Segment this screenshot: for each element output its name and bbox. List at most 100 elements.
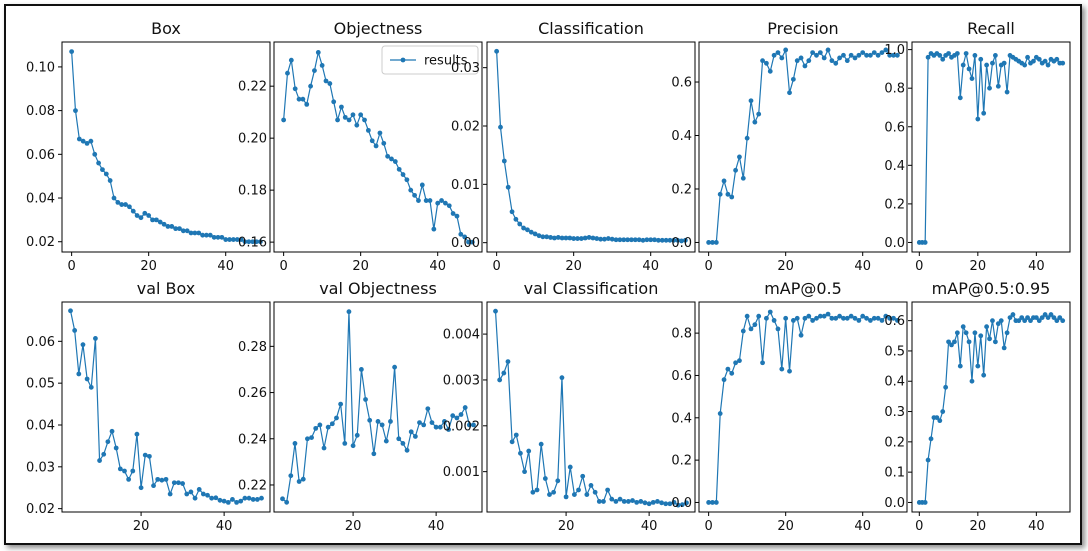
data-point	[313, 425, 319, 431]
x-tick-label: 20	[565, 259, 582, 274]
chart-title: val Objectness	[319, 279, 437, 298]
data-point	[134, 431, 140, 437]
data-point	[652, 237, 657, 243]
x-tick-label: 20	[352, 259, 369, 274]
data-point	[530, 489, 536, 495]
data-point	[779, 366, 785, 372]
chart-val-objectness: val Objectness 20 40 0.22 0.24 0.26 0.28	[238, 279, 483, 534]
data-point	[605, 236, 611, 241]
chart-title: Box	[151, 19, 181, 38]
data-point	[392, 159, 398, 164]
data-point	[609, 236, 615, 242]
data-point	[296, 96, 302, 102]
data-point	[250, 239, 256, 245]
data-point	[323, 78, 329, 84]
y-tick-label: 0.24	[238, 432, 267, 447]
data-point	[346, 117, 352, 123]
data-point	[957, 363, 963, 369]
data-point	[146, 213, 152, 218]
data-point	[127, 204, 132, 210]
data-point	[209, 495, 215, 501]
data-point	[188, 489, 194, 495]
data-point	[775, 326, 781, 332]
data-point	[103, 171, 109, 177]
legend-marker	[400, 57, 406, 63]
chart-title: val Classification	[524, 279, 659, 298]
data-point	[634, 499, 640, 505]
x-tick-label: 20	[777, 259, 794, 274]
data-point	[308, 83, 313, 89]
y-tick-label: 0.08	[26, 104, 55, 119]
data-point	[119, 202, 125, 207]
data-point	[513, 216, 519, 222]
data-point	[887, 52, 893, 58]
data-point	[725, 191, 731, 197]
data-point	[632, 237, 638, 243]
data-point	[684, 500, 689, 506]
data-point	[1007, 315, 1013, 321]
y-tick-label: 1.0	[884, 43, 905, 58]
data-point	[315, 50, 321, 55]
y-tick-label: 0.4	[884, 375, 905, 390]
data-point	[88, 138, 94, 144]
x-tick-label: 20	[133, 519, 150, 534]
data-point	[814, 315, 819, 321]
data-point	[995, 83, 1001, 89]
data-point	[163, 476, 169, 482]
data-point	[532, 231, 538, 237]
data-point	[151, 483, 156, 489]
data-point	[217, 497, 223, 503]
data-point	[576, 487, 581, 493]
data-point	[280, 496, 285, 502]
data-point	[227, 237, 232, 242]
data-point	[396, 436, 402, 442]
data-point	[469, 239, 475, 245]
data-point	[887, 315, 893, 321]
data-point	[84, 376, 90, 382]
data-point	[111, 195, 117, 201]
data-point	[960, 324, 966, 330]
series-line	[71, 51, 261, 243]
y-tick-label: 0.8	[671, 327, 692, 342]
data-point	[458, 231, 464, 237]
data-point	[802, 63, 808, 69]
data-point	[334, 415, 339, 421]
data-point	[1042, 312, 1048, 317]
data-point	[192, 495, 198, 501]
data-point	[254, 497, 260, 502]
data-point	[76, 136, 82, 142]
data-point	[671, 499, 677, 505]
data-point	[717, 191, 723, 197]
data-point	[454, 213, 460, 219]
data-point	[234, 237, 240, 242]
data-point	[963, 330, 969, 336]
series-line	[708, 47, 898, 244]
legend-label: results	[424, 54, 468, 69]
data-point	[161, 221, 167, 227]
data-point	[655, 499, 660, 504]
y-tick-label: 0.16	[238, 236, 267, 251]
data-point	[625, 237, 630, 243]
data-point	[1060, 318, 1066, 324]
data-point	[173, 226, 179, 232]
data-point	[710, 500, 715, 505]
data-point	[975, 116, 981, 122]
data-point	[501, 158, 507, 164]
data-point	[760, 58, 765, 64]
data-point	[990, 318, 995, 324]
data-point	[563, 235, 569, 241]
data-point	[817, 50, 823, 56]
data-point	[284, 499, 290, 505]
data-point	[421, 422, 427, 428]
data-point	[408, 187, 414, 193]
data-point	[856, 318, 862, 323]
data-point	[300, 96, 306, 102]
y-tick-label: 0.003	[443, 373, 480, 388]
data-point	[998, 318, 1004, 324]
x-tick-label: 40	[641, 519, 658, 534]
data-point	[184, 491, 190, 497]
data-point	[521, 225, 526, 231]
data-point	[588, 483, 594, 488]
data-point	[567, 235, 573, 241]
data-point	[518, 450, 523, 456]
